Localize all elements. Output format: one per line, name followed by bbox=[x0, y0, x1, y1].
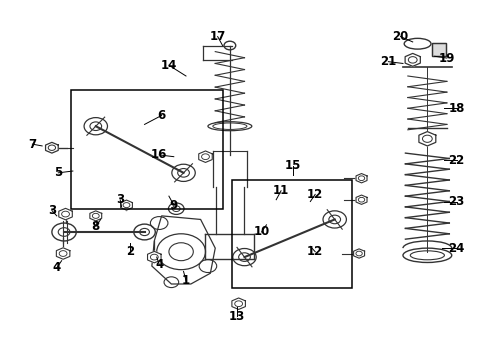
Bar bbox=[232, 180, 351, 288]
Text: 9: 9 bbox=[169, 199, 178, 212]
Text: 14: 14 bbox=[161, 59, 177, 72]
Text: 8: 8 bbox=[91, 220, 100, 233]
Polygon shape bbox=[355, 195, 366, 204]
Polygon shape bbox=[59, 208, 72, 220]
Text: 4: 4 bbox=[155, 258, 163, 271]
Polygon shape bbox=[404, 53, 420, 66]
Polygon shape bbox=[198, 151, 212, 162]
Text: 23: 23 bbox=[447, 195, 464, 208]
Polygon shape bbox=[353, 249, 364, 258]
Text: 12: 12 bbox=[306, 188, 323, 201]
Text: 22: 22 bbox=[447, 154, 464, 167]
Text: 19: 19 bbox=[438, 51, 454, 64]
Text: 13: 13 bbox=[228, 310, 245, 323]
Text: 20: 20 bbox=[391, 30, 408, 43]
Text: 3: 3 bbox=[48, 204, 56, 217]
Polygon shape bbox=[231, 298, 245, 310]
Text: 12: 12 bbox=[306, 245, 323, 258]
Bar bbox=[71, 90, 222, 209]
Text: 2: 2 bbox=[125, 245, 134, 258]
Text: 21: 21 bbox=[380, 55, 396, 68]
Polygon shape bbox=[355, 174, 366, 183]
Polygon shape bbox=[121, 200, 132, 210]
Text: 4: 4 bbox=[53, 261, 61, 274]
Text: 1: 1 bbox=[182, 274, 190, 287]
Text: 24: 24 bbox=[447, 242, 464, 255]
Text: 5: 5 bbox=[54, 166, 62, 179]
Polygon shape bbox=[45, 142, 58, 153]
Text: 16: 16 bbox=[151, 148, 167, 161]
Text: 10: 10 bbox=[253, 225, 269, 238]
Polygon shape bbox=[418, 132, 435, 146]
Bar bbox=[431, 42, 445, 56]
Text: 11: 11 bbox=[272, 184, 288, 197]
Text: 7: 7 bbox=[28, 138, 37, 150]
Polygon shape bbox=[56, 248, 70, 259]
Text: 15: 15 bbox=[285, 159, 301, 172]
Text: 17: 17 bbox=[209, 30, 225, 43]
Polygon shape bbox=[90, 211, 102, 221]
Bar bbox=[431, 42, 445, 56]
Text: 18: 18 bbox=[447, 102, 464, 115]
Text: 6: 6 bbox=[157, 109, 165, 122]
Text: 3: 3 bbox=[116, 193, 124, 206]
Polygon shape bbox=[147, 251, 161, 263]
